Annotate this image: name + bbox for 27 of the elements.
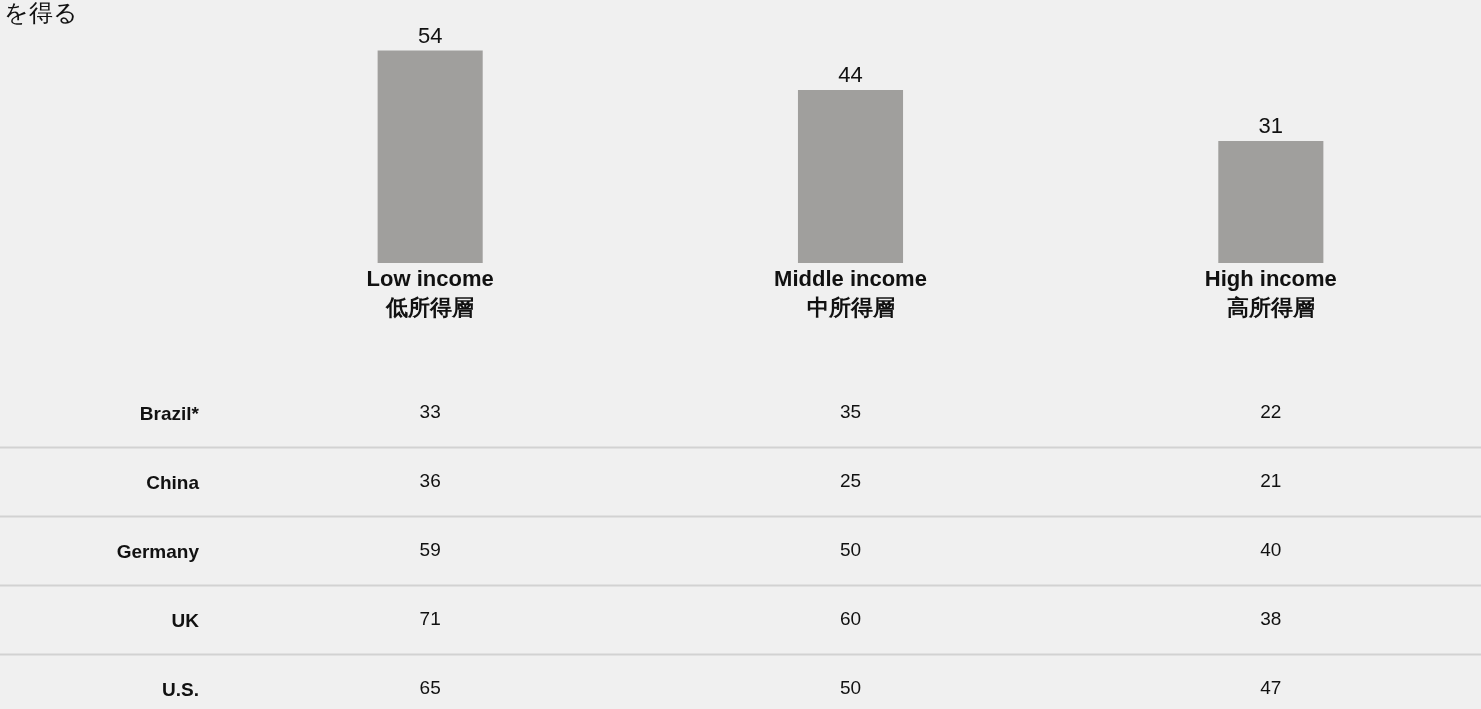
data-label: 54 [417,22,443,48]
data-label: 50 [839,676,862,698]
category-label: Brazil* [139,402,200,424]
data-label: 25 [839,469,862,491]
data-label: 59 [419,538,441,560]
data-label: 31 [1258,113,1284,139]
data-label: 50 [839,538,862,560]
chart-title: を得る [4,0,79,26]
data-label: 36 [419,469,441,491]
data-label: 44 [838,61,863,87]
category-label: China [146,471,200,493]
category-label: UK [171,609,200,631]
data-label: 60 [839,607,862,629]
data-label: 35 [839,400,862,422]
data-label: 22 [1260,400,1282,422]
data-label: 21 [1260,469,1282,491]
x-tick-label: Low income 低所得層 [366,266,494,320]
category-label: U.S. [162,678,199,700]
data-label: 40 [1260,538,1282,560]
category-label: Germany [116,540,200,562]
data-label: 47 [1260,676,1282,698]
data-label: 65 [419,676,441,698]
x-tick-label: High income 高所得層 [1204,266,1337,320]
x-tick-label: Middle income 中所得層 [774,266,927,320]
data-label: 71 [419,607,441,629]
data-label: 33 [419,400,441,422]
data-label: 38 [1260,607,1282,629]
